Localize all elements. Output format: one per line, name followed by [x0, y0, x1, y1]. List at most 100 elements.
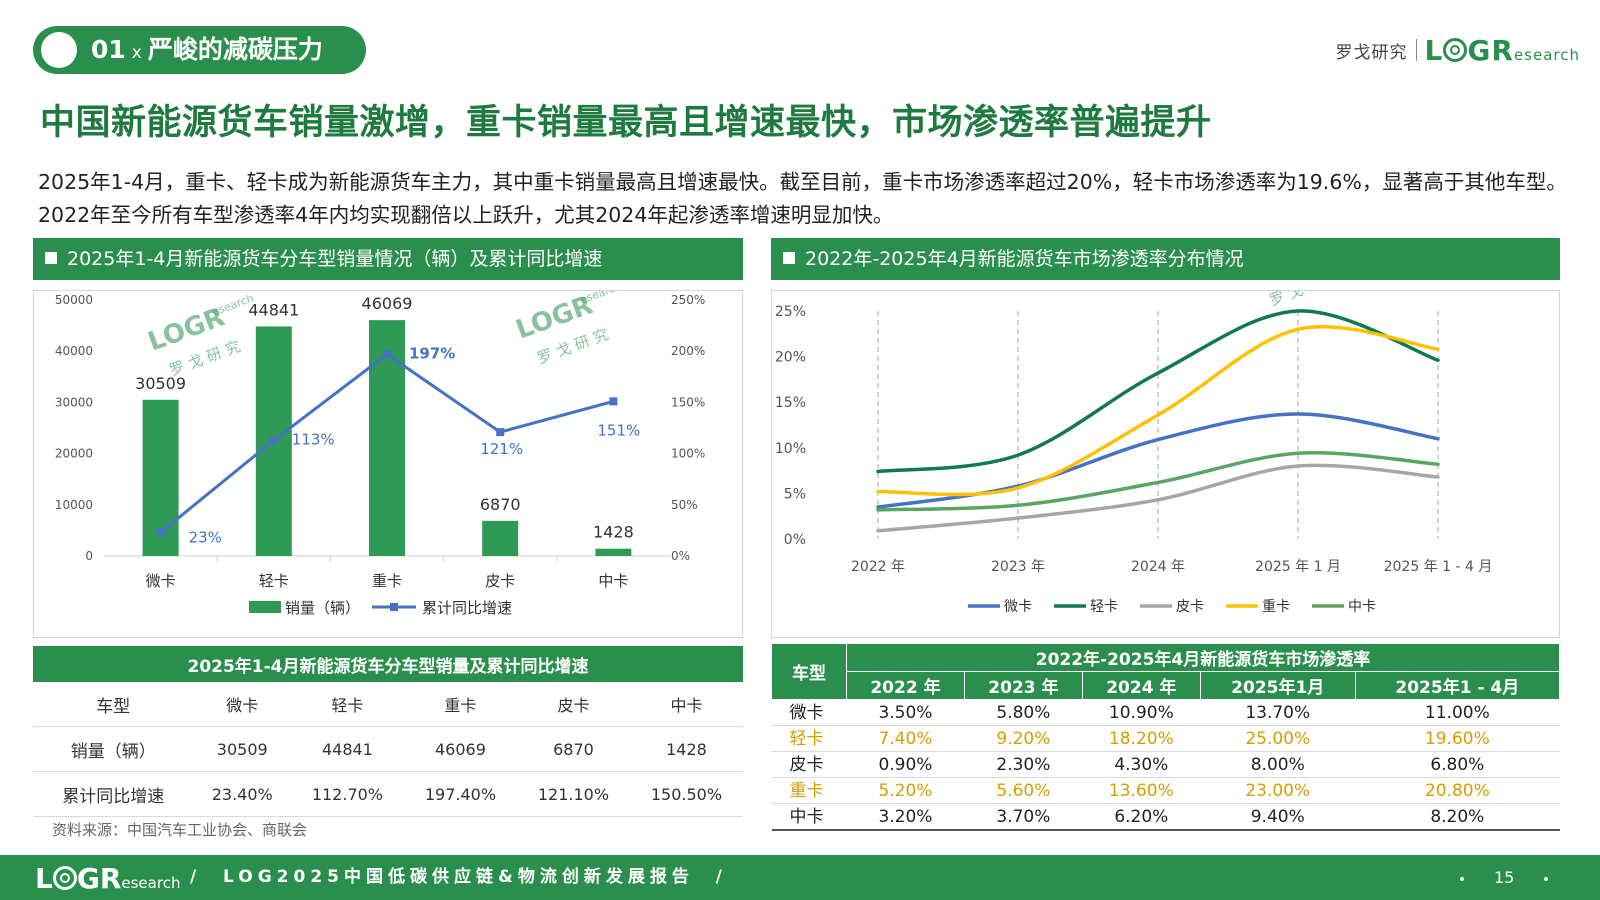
section-pill: 01 x 严峻的减碳压力 [33, 26, 366, 74]
table-cell: 6.20% [1082, 803, 1201, 831]
brand-logo: 罗戈研究 L GResearch [1336, 32, 1580, 68]
left-panel-title: 2025年1-4月新能源货车分车型销量情况（辆）及累计同比增速 [33, 238, 743, 280]
growth-value-label: 113% [292, 430, 335, 448]
growth-value-label: 121% [480, 440, 523, 458]
series-line-皮卡 [876, 463, 1440, 533]
sales-combo-chart: 0 10000 20000 30000 40000 50000 0% 50% 100% 150% 2… [55, 280, 706, 617]
row-label: 微卡 [771, 699, 847, 726]
penetration-chart-box: 0% 5% 10% 15% 20% 25% 2022 年 2023 年 2024 年 2025 年… [771, 222, 1560, 638]
penetration-table-title: 2022年-2025年4月新能源货车市场渗透率 [846, 643, 1560, 672]
logo-ring-icon [1443, 37, 1468, 62]
x-tick-label: 2023 年 [991, 559, 1045, 575]
table-cell: 车型 [33, 682, 194, 727]
x-tick-label: 2022 年 [851, 559, 905, 575]
row-label: 中卡 [771, 803, 847, 831]
table-cell: 5.20% [846, 777, 965, 804]
page-headline: 中国新能源货车销量激增，重卡销量最高且增速最快，市场渗透率普遍提升 [40, 103, 1212, 143]
table-row: 车型 微卡 轻卡 重卡 皮卡 中卡 [33, 682, 743, 727]
table-cell: 23.40% [193, 771, 291, 817]
bar-value-label: 6870 [480, 495, 521, 514]
table-cell: 5.80% [964, 699, 1083, 726]
logo-ring-icon [52, 866, 77, 890]
legend-label: 微卡 [1004, 599, 1032, 615]
table-cell: 9.40% [1200, 803, 1356, 831]
dot-icon [1544, 876, 1549, 881]
column-header: 2025年1 - 4月 [1354, 671, 1561, 700]
column-header: 2023 年 [963, 671, 1083, 700]
y-left-tick-label: 30000 [55, 395, 93, 409]
sales-table-title: 2025年1-4月新能源货车分车型销量及累计同比增速 [33, 646, 743, 682]
bar-重卡 [369, 320, 405, 556]
row-label: 重卡 [771, 777, 847, 804]
pill-dot [41, 32, 77, 68]
table-cell: 112.70% [290, 771, 404, 817]
growth-value-label: 23% [189, 528, 222, 546]
footer-logo: L GResearch [35, 862, 181, 895]
x-tick-label: 重卡 [372, 572, 402, 590]
table-cell: 3.50% [846, 699, 965, 726]
footer-report-title: / LOG2025中国低碳供应链&物流创新发展报告 / [190, 867, 727, 887]
table-cell: 150.50% [629, 771, 743, 817]
growth-marker [383, 350, 391, 359]
page-number: 15 [1430, 855, 1578, 900]
legend-label: 重卡 [1262, 599, 1290, 615]
data-source-note: 资料来源：中国汽车工业协会、商联会 [52, 821, 308, 839]
table-cell: 13.70% [1200, 699, 1356, 726]
y-tick-label: 10% [775, 441, 806, 457]
brand-mark: L GResearch [1424, 33, 1580, 67]
table-cell: 皮卡 [516, 682, 630, 727]
table-cell: 5.60% [964, 777, 1083, 804]
table-cell: 8.20% [1355, 803, 1560, 831]
table-row: 微卡 3.50% 5.80% 10.90% 13.70% 11.00% [771, 699, 1560, 726]
table-cell: 25.00% [1200, 725, 1356, 752]
table-cell: 9.20% [964, 725, 1083, 752]
y-right-tick-label: 100% [671, 447, 705, 461]
table-cell: 11.00% [1355, 699, 1560, 726]
square-bullet-icon [783, 252, 795, 264]
intro-paragraph: 2025年1-4月，重卡、轻卡成为新能源货车主力，其中重卡销量最高且增速最快。截… [38, 170, 1567, 227]
y-tick-label: 20% [775, 350, 806, 366]
table-cell: 3.70% [964, 803, 1083, 831]
table-cell: 4.30% [1082, 751, 1201, 778]
table-row: 中卡 3.20% 3.70% 6.20% 9.40% 8.20% [771, 803, 1560, 831]
column-header: 2025年1月 [1199, 671, 1356, 700]
table-cell: 6.80% [1355, 751, 1560, 778]
x-tick-label: 2025 年 1 月 [1255, 559, 1341, 575]
section-number: 01 [91, 35, 126, 64]
section-label: 01 x 严峻的减碳压力 [91, 26, 323, 74]
table-cell: 8.00% [1200, 751, 1356, 778]
bar-value-label: 30509 [135, 374, 186, 393]
x-tick-label: 微卡 [146, 572, 176, 590]
y-tick-label: 5% [784, 486, 806, 502]
y-right-tick-label: 250% [671, 293, 705, 307]
growth-value-label: 151% [597, 421, 640, 439]
penetration-table: 车型 2022年-2025年4月新能源货车市场渗透率 2022 年 2023 年… [771, 643, 1561, 831]
table-cell: 销量（辆） [33, 726, 194, 772]
table-cell-highlight: 197.40% [403, 771, 517, 817]
x-tick-label: 2024 年 [1131, 559, 1185, 575]
column-header: 2022 年 [846, 671, 965, 700]
table-cell: 1428 [629, 726, 743, 772]
table-cell: 中卡 [629, 682, 743, 727]
brand-divider [1415, 39, 1417, 61]
y-right-tick-label: 150% [671, 395, 705, 409]
table-cell: 10.90% [1082, 699, 1201, 726]
growth-marker [609, 397, 618, 406]
row-label: 轻卡 [771, 725, 847, 752]
table-cell: 7.40% [846, 725, 965, 752]
table-row: 轻卡 7.40% 9.20% 18.20% 25.00% 19.60% [771, 725, 1560, 752]
growth-marker [156, 528, 165, 537]
y-left-tick-label: 20000 [55, 447, 93, 461]
table-cell: 13.60% [1082, 777, 1201, 804]
column-header: 2024 年 [1081, 671, 1201, 700]
legend-label: 中卡 [1348, 599, 1376, 615]
growth-marker [496, 428, 505, 437]
y-left-tick-label: 0 [85, 549, 93, 563]
square-bullet-icon [45, 252, 57, 264]
y-tick-label: 0% [784, 532, 806, 548]
page-footer: L GResearch / LOG2025中国低碳供应链&物流创新发展报告 / 1… [0, 855, 1600, 900]
sales-chart-box: 0 10000 20000 30000 40000 50000 0% 50% 100% 150% 2… [33, 280, 743, 638]
y-tick-label: 15% [775, 395, 806, 411]
section-separator: x [131, 43, 142, 63]
table-cell: 重卡 [403, 682, 517, 727]
